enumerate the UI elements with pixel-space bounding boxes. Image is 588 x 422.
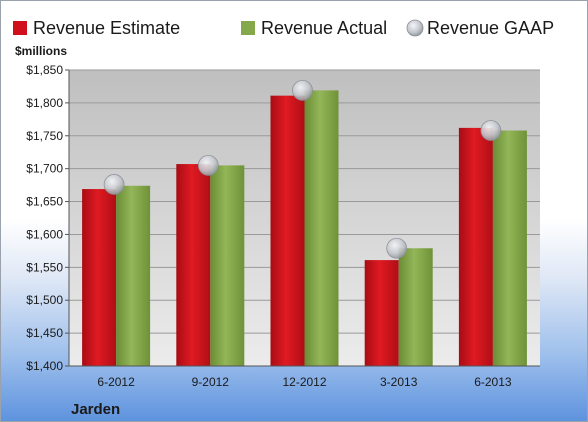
actual-bar: [304, 90, 339, 366]
actual-bar: [398, 248, 433, 366]
x-tick-label: 3-2013: [380, 375, 418, 389]
gaap-marker: [292, 79, 313, 101]
legend-label-gaap: Revenue GAAP: [427, 18, 554, 38]
x-tick-label: 9-2012: [192, 375, 230, 389]
y-tick-label: $1,400: [26, 359, 63, 373]
legend: Revenue Estimate Revenue Actual Revenue GA…: [13, 18, 554, 38]
estimate-bar: [458, 127, 493, 366]
gaap-marker: [386, 237, 408, 259]
estimate-bar: [176, 164, 211, 366]
legend-swatch-gaap: [406, 19, 424, 37]
estimate-bar: [82, 189, 117, 366]
legend-label-estimate: Revenue Estimate: [33, 18, 180, 38]
gaap-marker: [197, 154, 219, 176]
legend-swatch-actual: [241, 21, 255, 35]
legend-label-actual: Revenue Actual: [261, 18, 387, 38]
estimate-bar: [364, 260, 399, 366]
y-tick-label: $1,650: [26, 195, 63, 209]
y-axis-unit-label: $millions: [15, 44, 67, 58]
bars: [82, 90, 527, 367]
legend-swatch-estimate: [13, 21, 27, 35]
y-tick-label: $1,450: [26, 326, 63, 340]
actual-bar: [492, 130, 527, 366]
y-tick-label: $1,500: [26, 293, 63, 307]
actual-bar: [210, 165, 245, 366]
y-tick-label: $1,550: [26, 260, 63, 274]
estimate-bar: [270, 95, 305, 367]
axes: $1,400 $1,450 $1,500 $1,550 $1,600 $1,650 $1,7…: [26, 63, 540, 389]
x-tick-label: 6-2013: [474, 375, 512, 389]
x-tick-label: 6-2012: [97, 375, 135, 389]
company-label: Jarden: [71, 401, 120, 418]
gaap-marker: [480, 120, 502, 141]
gaap-markers: [103, 79, 502, 259]
y-tick-label: $1,600: [26, 227, 63, 241]
y-tick-label: $1,800: [26, 96, 63, 110]
gaap-marker: [103, 174, 125, 195]
x-tick-label: 12-2012: [282, 375, 326, 389]
actual-bar: [116, 185, 151, 366]
y-tick-label: $1,850: [26, 63, 63, 77]
y-tick-label: $1,750: [26, 129, 63, 143]
y-tick-label: $1,700: [26, 162, 63, 176]
